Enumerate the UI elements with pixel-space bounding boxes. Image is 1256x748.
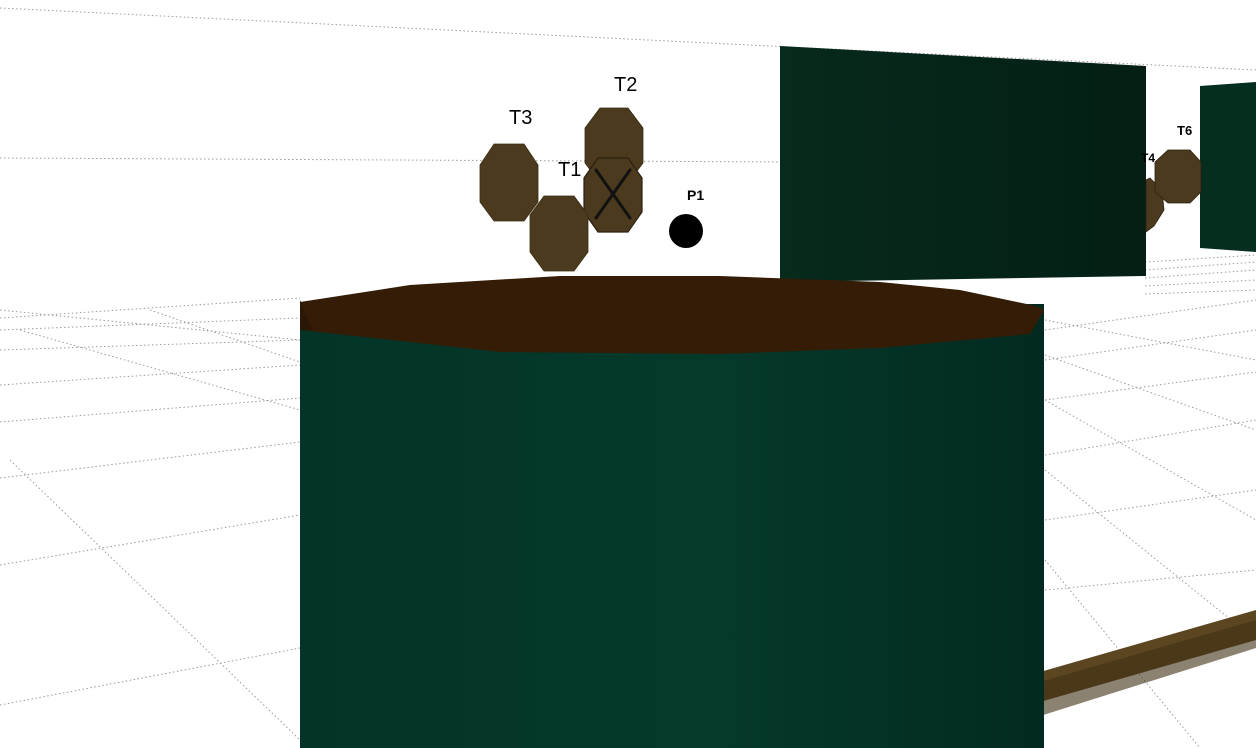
cylinder-top-rim-left xyxy=(300,300,312,330)
target-label-T4: T4 xyxy=(1141,151,1155,165)
target-label-T2: T2 xyxy=(614,74,637,96)
target-label-T3: T3 xyxy=(509,107,532,129)
back-wall-left xyxy=(780,46,1146,282)
dot-icon xyxy=(669,214,703,248)
target-T0[interactable] xyxy=(529,195,589,272)
player-label-P1: P1 xyxy=(687,187,704,203)
cylinder-top xyxy=(300,276,1044,354)
cylinder-side xyxy=(300,304,1044,748)
octagon-icon xyxy=(1154,149,1202,204)
target-T6[interactable]: T6 xyxy=(1154,123,1202,204)
target-label-T6: T6 xyxy=(1177,123,1192,138)
wooden-rod xyxy=(1040,610,1256,716)
target-label-T1: T1 xyxy=(558,159,581,181)
octagon-icon xyxy=(479,143,539,222)
player-P1[interactable]: P1 xyxy=(669,187,704,248)
x-mark-icon xyxy=(594,168,632,220)
cylinder-pillar xyxy=(300,276,1044,748)
octagon-icon xyxy=(529,195,589,272)
target-T3[interactable]: T3 xyxy=(479,107,539,222)
ground-grid xyxy=(0,7,1256,748)
back-wall-right xyxy=(1200,82,1256,252)
target-T1[interactable]: T1 xyxy=(558,157,643,233)
